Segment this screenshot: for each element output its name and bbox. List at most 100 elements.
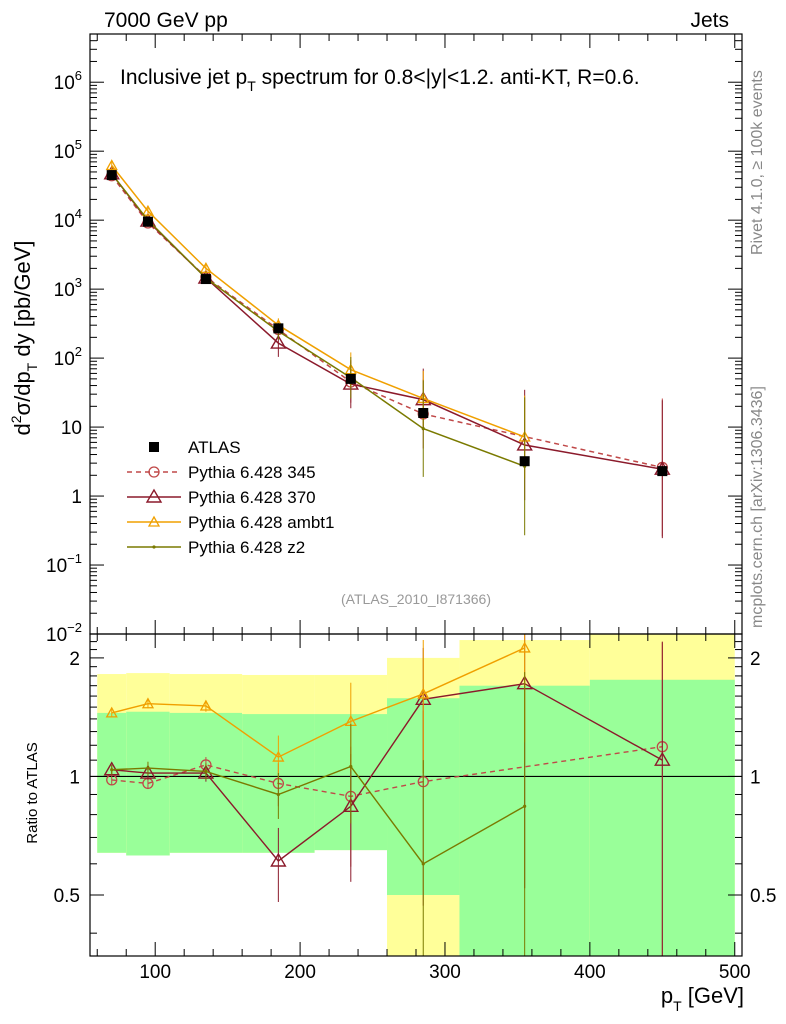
ratio-point: [110, 768, 114, 772]
series-point: [421, 427, 425, 431]
ratio-point: [105, 706, 118, 718]
legend: ATLAS Pythia 6.428 345 Pythia 6.428 370 Pyt…: [127, 438, 334, 557]
series-line: [111, 173, 663, 470]
y-axis-label: d2σ/dpT dy [pb/GeV]: [8, 240, 40, 435]
data-point: [200, 274, 211, 285]
x-tick-label: 300: [429, 962, 461, 983]
legend-label: Pythia 6.428 370: [188, 488, 316, 507]
ratio-point: [523, 804, 527, 808]
data-point: [273, 323, 284, 334]
ratio-tick-label: 1: [69, 767, 80, 788]
header-right: Jets: [690, 9, 729, 32]
ratio-point: [518, 641, 531, 653]
ratio-tick-label: 0.5: [54, 886, 80, 907]
y-tick-label: 10−2: [46, 620, 82, 646]
x-axis-label-main: p: [661, 983, 673, 1008]
legend-marker: [147, 515, 161, 527]
data-point: [418, 408, 429, 419]
y-tick-label-base: 10: [54, 142, 75, 163]
y-tick-label-base: 10: [54, 280, 75, 301]
analysis-label: (ATLAS_2010_I871366): [341, 591, 491, 607]
ratio-tick-label-right: 0.5: [750, 886, 776, 907]
x-axis-label: pT [GeV]: [661, 983, 744, 1014]
y-tick-label-exp: 4: [75, 206, 82, 221]
legend-marker-atlas: [149, 442, 159, 452]
x-tick-label: 500: [719, 962, 751, 983]
ratio-y-axis-label: Ratio to ATLAS: [24, 742, 41, 843]
ratio-point: [199, 699, 213, 711]
y-tick-label-exp: −2: [67, 620, 82, 635]
y-tick-label: 105: [54, 137, 82, 163]
x-axis-label-rest: [GeV]: [682, 983, 744, 1008]
side-label-bottom: mcplots.cern.ch [arXiv:1306.3436]: [749, 386, 766, 628]
ratio-uncertainty-bands: [90, 634, 742, 956]
data-point: [345, 373, 356, 384]
y-axis-label-c: dy [pb/GeV]: [10, 240, 35, 362]
y-tick-label-base: 10: [54, 349, 75, 370]
series-point: [105, 159, 118, 171]
chart-title: Inclusive jet pT spectrum for 0.8<|y|<1.…: [120, 66, 640, 94]
legend-label: Pythia 6.428 ambt1: [188, 513, 334, 532]
series-line: [111, 175, 663, 469]
legend-label: Pythia 6.428 345: [188, 463, 316, 482]
chart-title-sub: T: [247, 78, 256, 94]
ratio-point: [349, 764, 353, 769]
series-line: [111, 173, 525, 468]
chart-title-rest: spectrum for 0.8<|y|<1.2. anti-KT, R=0.6…: [256, 66, 640, 89]
ratio-point: [272, 750, 285, 762]
ratio-point: [654, 751, 671, 766]
header-left: 7000 GeV pp: [104, 9, 228, 32]
legend-marker: [148, 466, 160, 478]
x-tick-label: 400: [574, 962, 606, 983]
ratio-point: [421, 862, 425, 866]
ratio-point: [270, 852, 287, 867]
ratio-point: [146, 766, 150, 770]
side-label-top: Rivet 4.1.0, ≥ 100k events: [749, 70, 766, 255]
y-axis-label-sup: 2: [8, 415, 24, 423]
y-tick-label-exp: 2: [75, 344, 82, 359]
y-tick-label: 10: [61, 418, 82, 439]
legend-label-atlas: ATLAS: [188, 438, 241, 457]
legend-marker: [152, 545, 156, 549]
series-point: [270, 334, 287, 349]
ratio-point: [141, 697, 155, 709]
data-point: [519, 456, 530, 467]
x-axis-label-sub: T: [673, 998, 682, 1014]
ratio-tick-label-right: 1: [750, 767, 761, 788]
y-tick-label: 104: [54, 206, 82, 232]
y-axis-label-b: σ/dp: [10, 371, 35, 415]
data-point: [657, 466, 668, 477]
y-tick-label-base: 10: [61, 418, 82, 439]
x-tick-label: 100: [139, 962, 171, 983]
ratio-point: [417, 687, 430, 699]
y-tick-label-exp: 3: [75, 275, 82, 290]
y-tick-label-exp: 5: [75, 137, 82, 152]
ratio-plot: [103, 634, 671, 956]
series-line: [111, 165, 525, 438]
y-tick-label-exp: 6: [75, 68, 82, 83]
legend-label: Pythia 6.428 z2: [188, 538, 305, 557]
y-tick-label-exp: −1: [67, 551, 82, 566]
y-tick-label: 1: [71, 487, 82, 508]
series-point: [141, 204, 155, 216]
y-tick-label-base: 10: [54, 211, 75, 232]
ratio-point: [204, 769, 208, 773]
data-point: [142, 216, 153, 227]
chart-title-main: Inclusive jet p: [120, 66, 247, 89]
y-tick-label: 103: [54, 275, 82, 301]
x-tick-label: 200: [284, 962, 316, 983]
ratio-band-green: [169, 712, 243, 853]
ratio-tick-label: 2: [69, 649, 80, 670]
y-axis-label-sub: T: [24, 362, 40, 371]
legend-marker: [145, 488, 163, 503]
y-tick-label: 10−1: [46, 551, 82, 577]
ratio-line: [111, 682, 663, 862]
main-plot: [103, 159, 671, 539]
ratio-point: [139, 764, 157, 779]
ratio-point: [276, 792, 280, 797]
y-tick-label: 102: [54, 344, 82, 370]
y-tick-label: 106: [54, 68, 82, 94]
ratio-tick-label-right: 2: [750, 649, 761, 670]
